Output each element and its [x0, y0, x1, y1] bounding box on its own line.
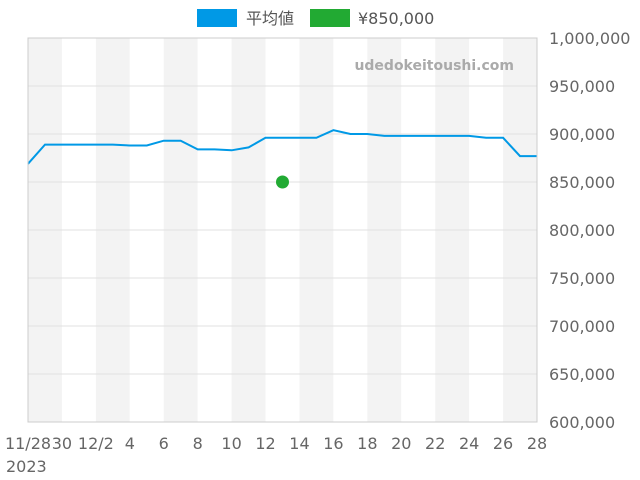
legend[interactable]: 平均値 ¥850,000 [197, 9, 434, 28]
watermark: udedokeitoushi.com [354, 58, 514, 74]
y-tick-label: 850,000 [549, 173, 615, 192]
x-tick-label: 8 [193, 434, 203, 453]
legend-swatch-icon[interactable] [197, 9, 237, 27]
y-tick-label: 950,000 [549, 77, 615, 96]
legend-swatch-icon[interactable] [310, 9, 350, 27]
x-tick-label: 20 [391, 434, 411, 453]
y-tick-label: 650,000 [549, 365, 615, 384]
y-tick-label: 600,000 [549, 413, 615, 432]
x-tick-label: 30 [52, 434, 72, 453]
x-tick-label: 12/2 [78, 434, 114, 453]
x-tick-label: 26 [493, 434, 513, 453]
x-tick-label: 10 [221, 434, 241, 453]
plot-border [27, 37, 538, 423]
x-tick-label: 4 [125, 434, 135, 453]
legend-label[interactable]: ¥850,000 [358, 9, 434, 28]
x-tick-label: 16 [323, 434, 343, 453]
x-year-label: 2023 [6, 457, 47, 476]
x-tick-label: 6 [159, 434, 169, 453]
y-tick-label: 900,000 [549, 125, 615, 144]
x-tick-label: 18 [357, 434, 377, 453]
x-tick-label: 24 [459, 434, 479, 453]
y-tick-label: 700,000 [549, 317, 615, 336]
x-tick-label: 22 [425, 434, 445, 453]
legend-label[interactable]: 平均値 [246, 9, 294, 28]
data-point [276, 175, 289, 189]
x-tick-label: 14 [289, 434, 309, 453]
x-tick-label: 28 [527, 434, 547, 453]
axes: 1,000,000 950,000 900,000 850,000 800,000 750… [5, 29, 630, 476]
y-tick-label: 1,000,000 [549, 29, 630, 48]
y-tick-label: 800,000 [549, 221, 615, 240]
series-line [27, 129, 537, 165]
x-tick-label: 12 [255, 434, 275, 453]
y-tick-label: 750,000 [549, 269, 615, 288]
series-layer [27, 129, 537, 189]
x-tick-label: 11/28 [5, 434, 51, 453]
